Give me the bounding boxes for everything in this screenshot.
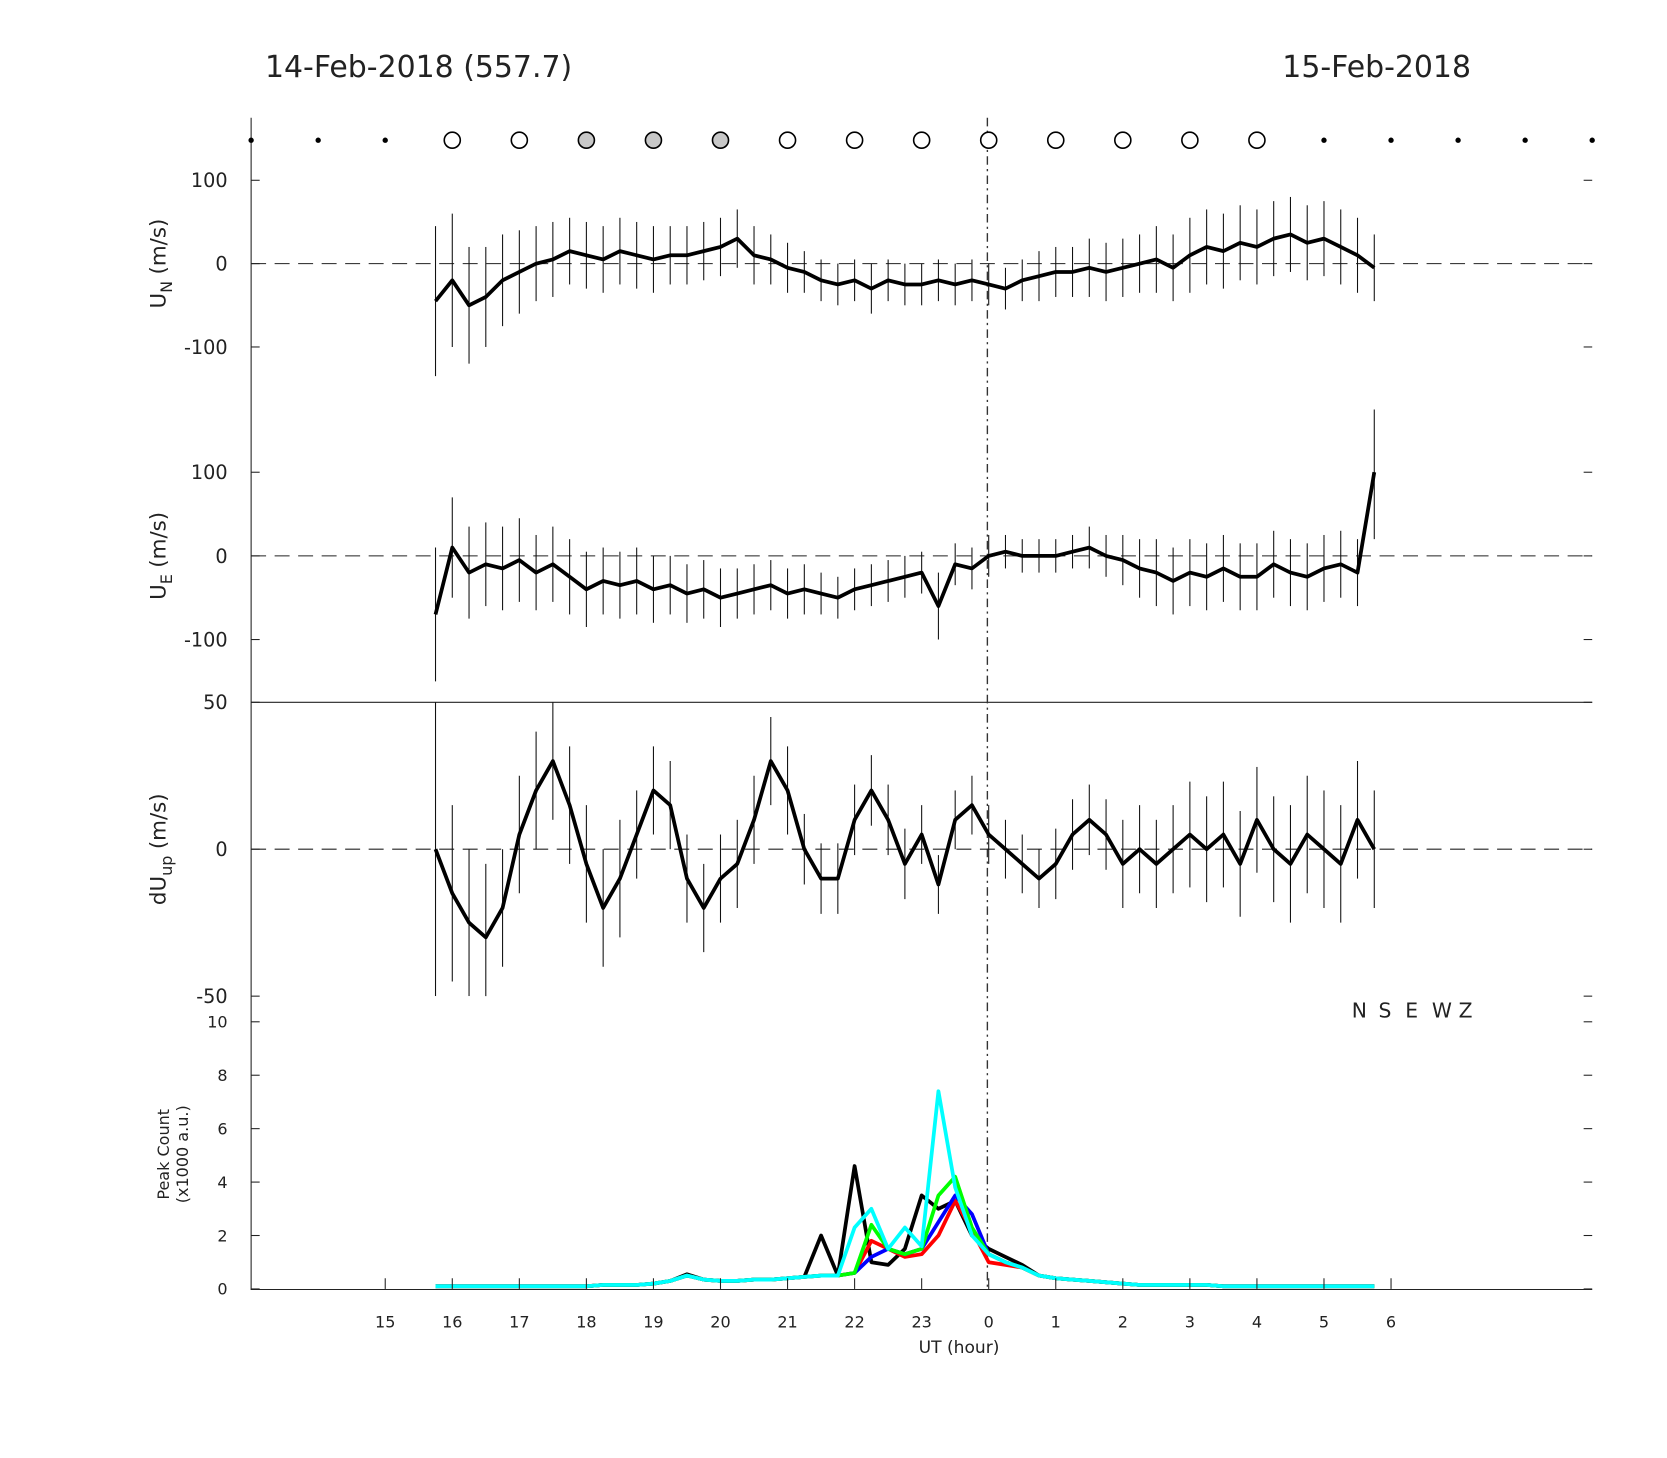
y-label-unit: (m/s) xyxy=(147,219,172,275)
y-axis-label: (x1000 a.u.) xyxy=(173,1105,192,1203)
legend-entry: E xyxy=(1405,999,1418,1023)
date-left: 14-Feb-2018 (557.7) xyxy=(265,50,572,85)
sky-dot xyxy=(1522,137,1528,143)
x-tick-label: 22 xyxy=(844,1312,864,1331)
sky-circle xyxy=(510,131,529,150)
sky-circle xyxy=(1046,131,1065,150)
sky-dot xyxy=(382,137,388,143)
sky-dot xyxy=(1589,137,1595,143)
sky-dot xyxy=(315,137,321,143)
sky-circle xyxy=(644,131,663,150)
y-tick-label: 100 xyxy=(191,461,228,484)
y-tick-label: 4 xyxy=(217,1173,227,1192)
y-tick-label: 50 xyxy=(203,691,227,714)
data-line xyxy=(434,232,1376,308)
y-tick-label: 0 xyxy=(215,545,227,568)
y-axis-label: dUup (m/s) xyxy=(147,793,176,905)
y-axis-label: UN (m/s) xyxy=(147,219,176,309)
series-line xyxy=(435,1089,1375,1289)
legend-entry: Z xyxy=(1459,999,1473,1023)
x-tick-label: 2 xyxy=(1118,1312,1128,1331)
data-line xyxy=(433,471,1377,615)
x-tick-label: 0 xyxy=(984,1312,994,1331)
panel-plot xyxy=(251,409,1593,682)
panel-plot xyxy=(435,1089,1375,1289)
panel-plot xyxy=(251,196,1593,377)
y-label-sub: E xyxy=(157,574,176,584)
legend-entry: N xyxy=(1352,999,1367,1023)
x-tick-label: 6 xyxy=(1386,1312,1396,1331)
y-label-unit: (m/s) xyxy=(147,512,172,568)
x-tick-label: 19 xyxy=(643,1312,663,1331)
x-tick-label: 1 xyxy=(1051,1312,1061,1331)
x-tick-label: 4 xyxy=(1252,1312,1262,1331)
sky-circle xyxy=(1248,131,1266,150)
y-tick-label: 0 xyxy=(215,253,227,276)
sky-circle xyxy=(912,131,931,150)
y-label-unit: (m/s) xyxy=(147,793,172,849)
date-right: 15-Feb-2018 xyxy=(1282,50,1471,85)
y-tick-label: 8 xyxy=(217,1066,227,1085)
y-tick-label: 0 xyxy=(217,1280,227,1299)
y-tick-label: 100 xyxy=(191,169,228,192)
sky-circle xyxy=(443,131,462,150)
x-tick-label: 21 xyxy=(777,1312,797,1331)
sky-circle xyxy=(979,131,998,150)
y-tick-label: 6 xyxy=(217,1119,227,1138)
y-tick-label: -100 xyxy=(184,628,228,651)
y-label-sub: N xyxy=(157,281,176,293)
sky-dot xyxy=(1455,137,1461,143)
x-tick-label: 20 xyxy=(710,1312,730,1331)
y-axis-label: UE (m/s) xyxy=(147,512,176,600)
y-tick-label: 10 xyxy=(207,1013,227,1032)
x-tick-label: 17 xyxy=(509,1312,529,1331)
y-axis-label: Peak Count xyxy=(154,1109,173,1200)
sky-circle xyxy=(1181,131,1199,150)
x-tick-label: 23 xyxy=(911,1312,931,1331)
y-label-main: U xyxy=(147,293,172,309)
x-tick-label: 3 xyxy=(1185,1312,1195,1331)
sky-circle xyxy=(577,131,596,150)
y-tick-label: 2 xyxy=(217,1226,227,1245)
y-label-sub: up xyxy=(157,856,176,876)
y-label-main: dU xyxy=(147,876,172,905)
sky-circle xyxy=(1114,131,1132,150)
sky-circle xyxy=(711,131,730,150)
sky-markers xyxy=(248,131,1595,150)
sky-circle xyxy=(778,131,797,150)
panel-plot xyxy=(251,702,1593,997)
sky-dot xyxy=(1321,137,1327,143)
legend-entry: S xyxy=(1378,999,1391,1023)
y-tick-label: 0 xyxy=(215,838,227,861)
x-tick-label: 5 xyxy=(1319,1312,1329,1331)
sky-circle xyxy=(845,131,864,150)
data-line xyxy=(433,759,1376,940)
x-tick-label: 16 xyxy=(442,1312,462,1331)
y-tick-label: -50 xyxy=(196,985,227,1008)
x-tick-label: 15 xyxy=(375,1312,395,1331)
y-tick-label: -100 xyxy=(184,336,228,359)
legend-entry: W xyxy=(1432,999,1452,1023)
x-axis-label: UT (hour) xyxy=(919,1338,1000,1358)
x-tick-label: 18 xyxy=(576,1312,596,1331)
sky-dot xyxy=(248,137,254,143)
y-label-main: U xyxy=(147,584,172,600)
sky-dot xyxy=(1388,137,1394,143)
